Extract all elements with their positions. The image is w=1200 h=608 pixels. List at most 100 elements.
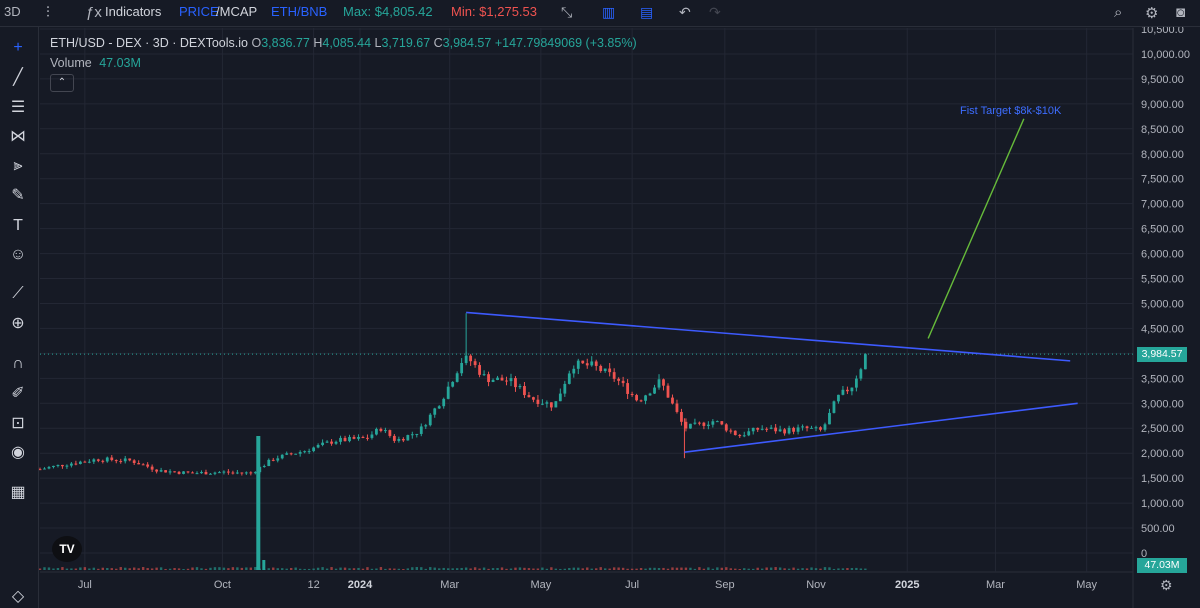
tradingview-logo[interactable]: TV [52, 536, 82, 562]
volume-bar [420, 567, 423, 570]
magnet-icon[interactable]: ∩ [12, 355, 24, 372]
volume-bar [47, 567, 51, 570]
fib-icon[interactable]: ☰ [10, 99, 26, 116]
high-value: 4,085.44 [322, 36, 372, 50]
undo-icon[interactable]: ↶ [679, 4, 691, 20]
volume-bar [586, 567, 589, 570]
y-tick-label: 9,500.00 [1141, 74, 1184, 86]
ruler-icon[interactable]: ⟋ [12, 285, 24, 302]
candle-body [339, 437, 342, 442]
volume-bar [177, 568, 181, 570]
camera-icon[interactable]: ◙ [1176, 4, 1186, 21]
y-tick-label: 500.00 [1141, 523, 1175, 535]
volume-bar [653, 567, 656, 570]
x-tick-label: 12 [307, 579, 319, 591]
candle-body [87, 461, 91, 463]
volume-bar [254, 567, 257, 570]
volume-bar [294, 567, 297, 570]
volume-bar [424, 568, 427, 570]
indicators-icon[interactable]: ƒx [86, 4, 102, 21]
candle-body [428, 414, 432, 426]
mcap-toggle[interactable]: /MCAP [216, 4, 258, 19]
interval-button[interactable]: 3D [4, 4, 21, 19]
search-icon[interactable]: ⌕ [1114, 4, 1123, 21]
volume-bar [415, 567, 418, 570]
volume-bar [285, 568, 288, 570]
collapse-legend-button[interactable]: ⌃ [50, 74, 74, 92]
trash-icon[interactable]: ▦ [10, 484, 26, 501]
candle-body [523, 386, 526, 396]
chart-icon[interactable]: ▤ [640, 4, 654, 20]
candle-body [792, 427, 795, 432]
candle-body [711, 421, 715, 425]
price-toggle[interactable]: PRICE [179, 4, 219, 19]
pair-alt-button[interactable]: ETH/BNB [271, 4, 328, 19]
x-tick-label: 2024 [348, 579, 373, 591]
symbol-title[interactable]: ETH/USD - DEX · 3D · DEXTools.io [50, 36, 248, 50]
volume-bar [128, 568, 131, 570]
layers-icon[interactable]: ◇ [11, 588, 25, 605]
trendline [466, 311, 1071, 362]
volume-bar [460, 567, 463, 570]
volume-bar [478, 568, 481, 570]
redo-icon[interactable]: ↷ [709, 4, 721, 20]
volume-bar [760, 568, 764, 570]
axis-settings-icon[interactable]: ⚙ [1160, 577, 1173, 593]
candle-body [760, 428, 764, 430]
bar-chart-icon[interactable]: ▥ [602, 4, 616, 20]
low-key: L [374, 36, 382, 50]
volume-bar [805, 568, 809, 570]
price-axis-area [1133, 28, 1200, 572]
candle-body [769, 427, 773, 429]
volume-bar [612, 567, 616, 570]
candle-body [612, 372, 616, 379]
candle-body [549, 402, 553, 408]
volume-bar [137, 568, 140, 570]
crosshair-icon[interactable]: + [13, 39, 23, 56]
candle-body [482, 374, 486, 376]
indicators-button[interactable]: Indicators [105, 4, 162, 19]
volume-bar [702, 568, 706, 570]
settings-gear-icon[interactable]: ⚙ [1145, 5, 1159, 22]
y-tick-label: 5,000.00 [1141, 298, 1184, 310]
volume-bar [680, 567, 683, 570]
compare-icon[interactable]: ⤡ [561, 4, 573, 20]
emoji-icon[interactable]: ☺ [9, 246, 27, 263]
volume-bar [603, 568, 607, 570]
volume-bar [568, 568, 571, 570]
volume-bar [388, 568, 392, 570]
candle-body [823, 424, 827, 430]
volume-bar [357, 567, 360, 570]
eye-icon[interactable]: ◉ [11, 444, 25, 461]
candle-body [343, 437, 347, 442]
text-icon[interactable]: T [13, 217, 23, 234]
candle-body [200, 471, 203, 474]
volume-bar [141, 567, 145, 570]
candle-body [271, 459, 275, 461]
lock-drawing-icon[interactable]: ✐ [11, 385, 25, 402]
zoom-icon[interactable]: ⊕ [11, 315, 25, 332]
candle-type-icon[interactable]: ⫶ [46, 4, 50, 21]
candle-body [173, 471, 176, 473]
candle-body [437, 406, 441, 409]
volume-bar [204, 568, 208, 570]
candle-body [657, 379, 661, 388]
lock-icon[interactable]: ⊡ [11, 415, 25, 432]
volume-bar [307, 568, 311, 570]
forecast-icon[interactable]: ⫸ [13, 157, 23, 174]
pattern-icon[interactable]: ⋈ [10, 128, 26, 145]
candle-body [850, 387, 854, 392]
trendline-icon[interactable]: ╱ [13, 69, 23, 86]
volume-bar [150, 568, 154, 570]
brush-icon[interactable]: ✎ [11, 187, 25, 204]
candle-body [509, 378, 513, 382]
volume-bar [559, 568, 562, 570]
volume-bar [599, 567, 602, 570]
candle-body [150, 466, 154, 470]
volume-bar [312, 568, 315, 570]
volume-bar [159, 567, 163, 570]
volume-bar [707, 567, 710, 570]
candle-body [119, 461, 123, 463]
candle-body [478, 365, 481, 375]
